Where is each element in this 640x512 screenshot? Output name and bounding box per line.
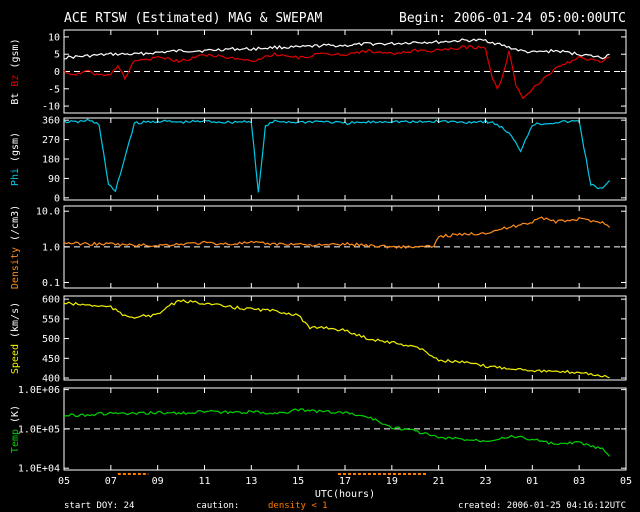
panel-mag: 10 5 0 -5 -10 Bt Bz (gsm)	[10, 29, 627, 114]
panel-speed: 600 550 500 450 400 Speed (km/s)	[10, 295, 627, 385]
x-tick-label: 15	[292, 476, 304, 487]
phi-frame	[63, 117, 627, 201]
mag-ylabel-part: (gsm)	[10, 38, 21, 68]
x-tick-label: 21	[433, 476, 445, 487]
panel-density: 10.0 1.0 0.1 Density (/cm3)	[10, 205, 627, 289]
panel-phi: 360 270 180 90 0 Phi (gsm)	[10, 116, 627, 204]
speed-ytick-label: 550	[42, 314, 60, 325]
begin-time: Begin: 2006-01-24 05:00:00UTC	[399, 11, 626, 26]
x-tick-label: 05	[620, 476, 632, 487]
caution-label: caution:	[196, 501, 239, 511]
x-tick-label: 09	[152, 476, 164, 487]
x-tick-label: 19	[386, 476, 398, 487]
temp-ytick-label: 1.0E+06	[18, 385, 60, 396]
density-ytick-label: 10.0	[36, 207, 60, 218]
speed-ylabel-part: Speed	[10, 344, 21, 374]
phi-ytick-label: 0	[54, 193, 60, 204]
density-ylabel-part: (/cm3)	[10, 205, 21, 241]
x-tick-label: 03	[573, 476, 585, 487]
temp-ytick-label: 1.0E+05	[18, 424, 60, 435]
density-ytick-label: 0.1	[42, 278, 60, 289]
temp-ylabel-part: Temp	[10, 429, 21, 453]
x-tick-label: 23	[479, 476, 491, 487]
mag-ytick-label: -10	[42, 102, 60, 113]
speed-ytick-label: 400	[42, 374, 60, 385]
series-bt	[64, 38, 610, 60]
mag-ytick-label: -5	[48, 84, 60, 95]
mag-ytick-label: 5	[54, 50, 60, 61]
mag-ytick-label: 10	[48, 32, 60, 43]
created-time: created: 2006-01-25 04:16:12UTC	[458, 501, 626, 511]
series-speed	[63, 299, 610, 379]
density-ylabel-part: Density	[10, 247, 21, 289]
phi-ytick-label: 90	[48, 174, 60, 185]
temp-ylabel-part: (K)	[10, 405, 21, 423]
x-axis-ticks: 05 07 09 11 13 15 17 19 21 23 01 03 05	[58, 30, 632, 487]
speed-ytick-label: 450	[42, 354, 60, 365]
phi-ylabel-part: (gsm)	[10, 132, 21, 162]
speed-ytick-label: 500	[42, 334, 60, 345]
x-tick-label: 11	[198, 476, 210, 487]
panels: 1050-5-10BtBz(gsm)360270180900Phi(gsm)10…	[10, 29, 627, 475]
series-phi	[63, 118, 611, 193]
x-tick-label: 07	[105, 476, 117, 487]
series-density	[63, 216, 611, 249]
temp-ylabel: Temp (K)	[10, 405, 21, 453]
mag-ytick-label: 0	[54, 67, 60, 78]
phi-ylabel-part: Phi	[10, 168, 21, 186]
speed-frame	[63, 295, 627, 381]
density-ylabel: Density (/cm3)	[10, 205, 21, 289]
x-axis-label: UTC(hours)	[315, 489, 375, 500]
phi-ytick-label: 180	[42, 155, 60, 166]
temp-ytick-label: 1.0E+04	[18, 464, 60, 475]
x-tick-label: 01	[526, 476, 538, 487]
series-temp	[63, 408, 611, 457]
speed-ylabel-part: (km/s)	[10, 302, 21, 338]
phi-ytick-label: 270	[42, 135, 60, 146]
series-bz	[63, 45, 610, 100]
panel-temp: 1.0E+06 1.0E+05 1.0E+04 Temp (K)	[10, 385, 627, 475]
mag-ylabel-part: Bt	[10, 93, 21, 105]
x-tick-label: 17	[339, 476, 351, 487]
x-tick-label: 05	[58, 476, 70, 487]
speed-ytick-label: 600	[42, 295, 60, 306]
phi-ylabel: Phi (gsm)	[10, 132, 21, 186]
density-ytick-label: 1.0	[42, 242, 60, 253]
mag-ylabel-part: Bz	[10, 75, 21, 87]
mag-ylabel: Bt Bz (gsm)	[10, 38, 21, 104]
speed-ylabel: Speed (km/s)	[10, 302, 21, 374]
x-tick-label: 13	[245, 476, 257, 487]
phi-ytick-label: 360	[42, 116, 60, 127]
start-doy: start DOY: 24	[64, 501, 134, 511]
density-caution-note: density < 1	[268, 501, 328, 511]
chart-title: ACE RTSW (Estimated) MAG & SWEPAM	[64, 11, 322, 26]
